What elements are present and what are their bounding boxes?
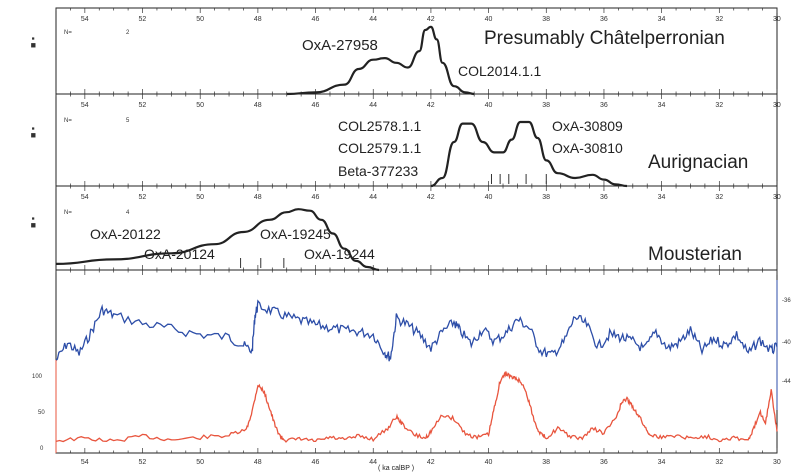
blue-series-line xyxy=(55,299,778,362)
x-tick-label: 30 xyxy=(773,16,781,23)
x-tick-label: 36 xyxy=(600,16,608,23)
x-tick-label: 36 xyxy=(600,459,608,466)
x-tick-label: 42 xyxy=(427,194,435,201)
panel-chatelperronian: 54 52 50 48 46 44 42 40 38 36 34 32 30 N= 2 OxA-2795… xyxy=(28,7,781,96)
x-tick-label: 38 xyxy=(542,16,550,23)
annotation-oxa-30809: OxA-30809 xyxy=(552,118,623,134)
x-tick-label: 32 xyxy=(715,194,723,201)
x-tick-label: 38 xyxy=(542,194,550,201)
left-axis-tick: 0 xyxy=(40,446,44,452)
y-axis-icon: ■ ▪ xyxy=(28,37,38,48)
x-tick-label: 30 xyxy=(773,459,781,466)
x-tick-label: 44 xyxy=(369,194,377,201)
x-tick-label: 40 xyxy=(485,194,493,201)
right-axis-tick: -40 xyxy=(782,340,791,346)
x-tick-label: 52 xyxy=(139,459,147,466)
annotation-col2578: COL2578.1.1 xyxy=(338,118,421,134)
x-tick-label: 38 xyxy=(542,459,550,466)
x-tick-label: 46 xyxy=(312,194,320,201)
x-tick-label: 32 xyxy=(715,459,723,466)
annotation-oxa-19245: OxA-19245 xyxy=(260,226,331,242)
legend-n-label: N= xyxy=(64,118,72,124)
panel-mousterian: 54 52 50 48 46 44 42 40 38 36 34 32 30 N= 4 OxA-2012… xyxy=(28,185,781,272)
legend-n-label: N= xyxy=(64,210,72,216)
annotation-col2014: COL2014.1.1 xyxy=(458,63,541,79)
x-tick-label: 30 xyxy=(773,194,781,201)
left-axis-tick: 50 xyxy=(38,410,45,416)
y-axis-icon: ■ ▪ xyxy=(28,127,38,138)
x-tick-label: 46 xyxy=(312,16,320,23)
x-tick-label: 54 xyxy=(81,459,89,466)
tick-marks: 54 52 50 48 46 44 42 40 38 36 34 32 30 xyxy=(55,8,781,94)
x-tick-label: 54 xyxy=(81,16,89,23)
right-axis-tick: -36 xyxy=(782,298,791,304)
x-tick-label: 32 xyxy=(715,16,723,23)
right-axis-tick: -44 xyxy=(782,379,791,385)
x-tick-label: 46 xyxy=(312,459,320,466)
x-tick-label: 42 xyxy=(427,102,435,109)
red-series-line xyxy=(55,371,778,443)
x-tick-label: 52 xyxy=(139,194,147,201)
tick-marks: 54 52 50 48 46 44 42 40 38 36 34 32 30 xyxy=(55,270,781,466)
x-tick-label: 34 xyxy=(658,16,666,23)
x-tick-label: 40 xyxy=(485,16,493,23)
x-tick-label: 54 xyxy=(81,102,89,109)
x-tick-label: 50 xyxy=(196,459,204,466)
legend-n-label: N= xyxy=(64,30,72,36)
x-axis-title: ( ka calBP ) xyxy=(378,465,414,472)
annotation-oxa-30810: OxA-30810 xyxy=(552,140,623,156)
x-tick-label: 42 xyxy=(427,16,435,23)
annotation-col2579: COL2579.1.1 xyxy=(338,140,421,156)
x-tick-label: 34 xyxy=(658,459,666,466)
annotation-oxa-20122: OxA-20122 xyxy=(90,226,161,242)
legend-n-value: 5 xyxy=(126,118,130,124)
annotation-oxa-20124: OxA-20124 xyxy=(144,246,215,262)
annotation-oxa-27958: OxA-27958 xyxy=(302,37,378,54)
x-tick-label: 50 xyxy=(196,16,204,23)
x-tick-label: 52 xyxy=(139,16,147,23)
date-rug xyxy=(490,174,547,184)
x-tick-label: 44 xyxy=(369,459,377,466)
left-axis-tick: 100 xyxy=(32,374,43,380)
x-tick-label: 30 xyxy=(773,102,781,109)
density-curve xyxy=(55,208,380,272)
x-tick-label: 36 xyxy=(600,194,608,201)
x-tick-label: 48 xyxy=(254,16,262,23)
panel-title: Mousterian xyxy=(648,244,742,265)
annotation-beta-377233: Beta-377233 xyxy=(338,163,418,179)
x-tick-label: 34 xyxy=(658,194,666,201)
x-tick-label: 46 xyxy=(312,102,320,109)
x-tick-label: 52 xyxy=(139,102,147,109)
legend-n-value: 4 xyxy=(126,210,130,216)
y-axis-icon: ■ ▪ xyxy=(28,217,38,228)
x-tick-label: 32 xyxy=(715,102,723,109)
x-tick-label: 50 xyxy=(196,102,204,109)
x-tick-label: 48 xyxy=(254,459,262,466)
density-curve xyxy=(286,25,475,96)
annotation-oxa-19244: OxA-19244 xyxy=(304,246,375,262)
x-tick-label: 36 xyxy=(600,102,608,109)
panel-climate: 54 52 50 48 46 44 42 40 38 36 34 32 30 -36 -40 -44 1… xyxy=(32,269,791,472)
x-tick-label: 48 xyxy=(254,102,262,109)
tick-marks: 54 52 50 48 46 44 42 40 38 36 34 32 30 xyxy=(55,94,781,186)
x-tick-label: 34 xyxy=(658,102,666,109)
x-tick-label: 40 xyxy=(485,459,493,466)
panel-title: Presumably Châtelperronian xyxy=(484,28,725,49)
x-tick-label: 54 xyxy=(81,194,89,201)
x-tick-label: 48 xyxy=(254,194,262,201)
x-tick-label: 50 xyxy=(196,194,204,201)
tick-marks: 54 52 50 48 46 44 42 40 38 36 34 32 30 xyxy=(55,186,781,270)
density-curve xyxy=(430,120,628,188)
x-tick-label: 42 xyxy=(427,459,435,466)
date-rug xyxy=(240,258,285,268)
x-tick-label: 38 xyxy=(542,102,550,109)
x-tick-label: 44 xyxy=(369,16,377,23)
x-tick-label: 44 xyxy=(369,102,377,109)
legend-n-value: 2 xyxy=(126,30,130,36)
panel-title: Aurignacian xyxy=(648,152,748,173)
panel-aurignacian: 54 52 50 48 46 44 42 40 38 36 34 32 30 N= 5 COL2578.… xyxy=(28,93,781,188)
x-tick-label: 40 xyxy=(485,102,493,109)
